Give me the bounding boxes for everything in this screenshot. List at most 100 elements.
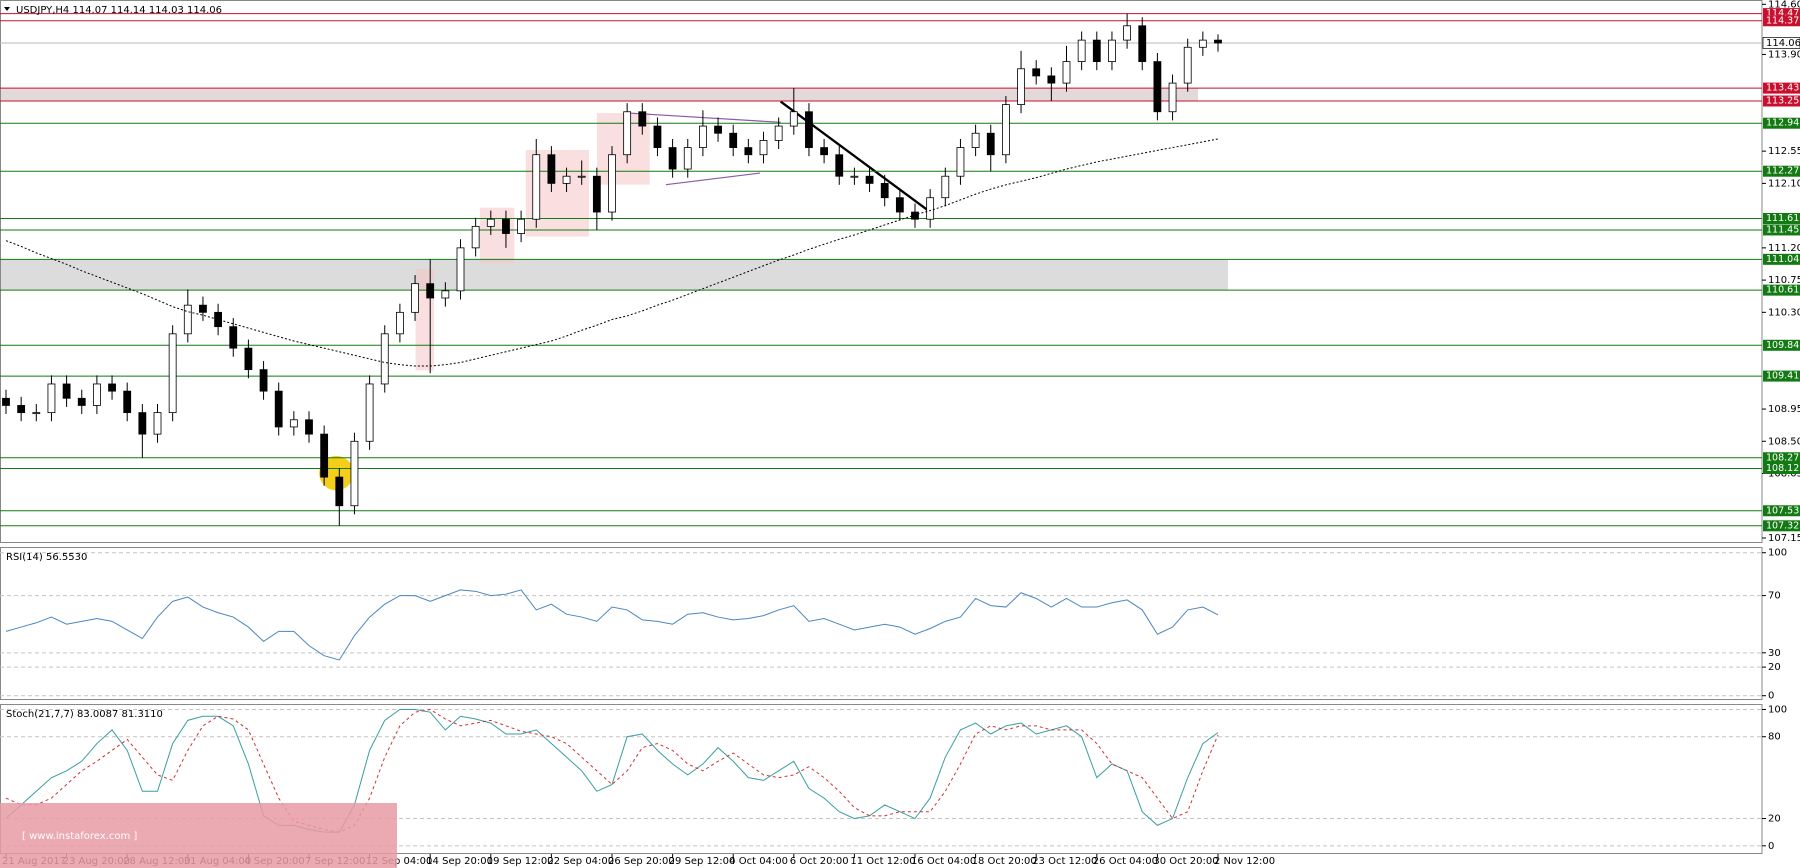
level-label-box xyxy=(1763,8,1800,20)
candle-body xyxy=(547,154,556,184)
candle-body xyxy=(850,175,859,178)
level-label-box xyxy=(1763,284,1800,296)
y-tick-label: 0 xyxy=(1768,691,1774,702)
y-tick-label: 100 xyxy=(1768,704,1787,715)
x-tick-label: 26 Sep 20:00 xyxy=(608,856,675,867)
candle-body xyxy=(577,175,586,178)
x-tick-label: 23 Oct 12:00 xyxy=(1032,856,1097,867)
candle-body xyxy=(77,397,86,406)
x-tick-label: 22 Sep 04:00 xyxy=(547,856,614,867)
y-tick-label: 100 xyxy=(1768,548,1787,559)
level-label-box xyxy=(1763,224,1800,236)
candle-body xyxy=(93,383,101,406)
level-label-box xyxy=(1763,165,1800,177)
y-tick-label: 20 xyxy=(1768,662,1781,673)
y-tick-label: 80 xyxy=(1768,732,1781,743)
candle-body xyxy=(168,333,177,414)
level-label-box xyxy=(1763,117,1800,129)
candle-body xyxy=(1047,75,1056,84)
candle-body xyxy=(1123,25,1131,41)
panel-title: Stoch(21,7,7) 83.0087 81.3110 xyxy=(6,709,163,720)
pennant-line xyxy=(629,112,781,123)
level-label-box xyxy=(1763,505,1800,517)
y-tick-label: 30 xyxy=(1768,648,1781,659)
highlight-box xyxy=(479,207,515,264)
panel-frame xyxy=(0,0,1763,543)
level-label: 111.45 xyxy=(1766,224,1799,235)
candle-body xyxy=(1168,82,1177,113)
candle-body xyxy=(865,175,874,184)
candle-body xyxy=(47,383,56,414)
candle-body xyxy=(244,347,253,371)
level-label: 111.61 xyxy=(1766,213,1799,224)
candle-body xyxy=(1032,68,1041,77)
level-label-box xyxy=(1763,95,1800,107)
candle-body xyxy=(1062,61,1071,84)
candle-body xyxy=(532,154,541,220)
candle-body xyxy=(638,111,647,127)
candle-body xyxy=(289,419,298,428)
candle-body xyxy=(759,140,768,156)
y-tick-label: 110.30 xyxy=(1768,307,1800,318)
candle-body xyxy=(1077,39,1086,63)
candle-body xyxy=(1153,61,1162,113)
y-tick-label: 112.10 xyxy=(1768,178,1800,189)
level-label: 114.47 xyxy=(1766,8,1799,19)
x-tick-label: 18 Oct 20:00 xyxy=(972,856,1037,867)
candle-body xyxy=(1183,46,1192,84)
candle-body xyxy=(395,311,404,335)
candle-body xyxy=(729,132,738,148)
y-tick-label: 70 xyxy=(1768,591,1781,602)
candle-body xyxy=(714,125,722,134)
candle-body xyxy=(350,440,359,507)
candle-body xyxy=(941,175,950,199)
panel-frame xyxy=(0,704,1763,854)
x-tick-label: 11 Oct 12:00 xyxy=(850,856,915,867)
candle-body xyxy=(835,154,844,177)
candle-body xyxy=(911,211,919,220)
y-tick-label: 112.55 xyxy=(1768,146,1800,157)
candle-body xyxy=(441,290,450,299)
candle-body xyxy=(229,326,238,349)
level-label-box xyxy=(1763,339,1800,351)
level-label: 110.61 xyxy=(1766,285,1799,296)
candle-body xyxy=(411,283,419,313)
pennant-line xyxy=(665,172,761,186)
candle-body xyxy=(456,247,465,292)
candle-body xyxy=(1092,39,1101,63)
candle-body xyxy=(123,390,132,414)
x-tick-label: 19 Sep 12:00 xyxy=(487,856,554,867)
candle-body xyxy=(895,197,904,213)
candle-body xyxy=(320,433,329,478)
indicator-line xyxy=(5,589,1219,661)
level-label-box xyxy=(1763,452,1800,464)
y-tick-label: 110.75 xyxy=(1768,275,1800,286)
level-label: 113.43 xyxy=(1766,83,1799,94)
x-tick-label: 14 Sep 20:00 xyxy=(426,856,493,867)
level-label: 112.94 xyxy=(1766,118,1799,129)
current-price-label: 114.06 xyxy=(1766,38,1800,49)
x-tick-label: 29 Sep 12:00 xyxy=(669,856,736,867)
candle-body xyxy=(426,283,435,299)
candle-body xyxy=(805,111,813,148)
x-tick-label: 16 Oct 04:00 xyxy=(911,856,976,867)
candle-body xyxy=(183,304,192,335)
candle-body xyxy=(2,397,10,406)
y-tick-label: 108.50 xyxy=(1768,436,1800,447)
y-tick-label: 20 xyxy=(1768,814,1781,825)
candle-body xyxy=(774,125,783,141)
candle-body xyxy=(971,132,980,148)
level-label-box xyxy=(1763,253,1800,265)
current-price-box xyxy=(1762,37,1800,49)
y-tick-label: 108.95 xyxy=(1768,404,1800,415)
candle-body xyxy=(380,333,389,385)
level-label-box xyxy=(1763,82,1800,94)
annotations xyxy=(319,100,933,491)
candle-body xyxy=(502,218,510,234)
y-tick-label: 107.15 xyxy=(1768,533,1800,544)
x-tick-label: 2 Nov 12:00 xyxy=(1214,856,1275,867)
level-label: 109.41 xyxy=(1766,371,1799,382)
indicator-line xyxy=(5,708,1219,833)
x-tick-label: 26 Oct 04:00 xyxy=(1093,856,1158,867)
